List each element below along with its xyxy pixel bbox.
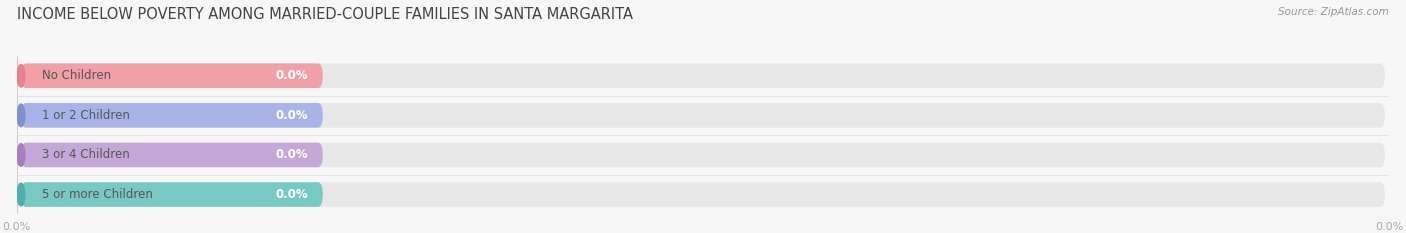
Text: Source: ZipAtlas.com: Source: ZipAtlas.com [1278,7,1389,17]
Text: 5 or more Children: 5 or more Children [42,188,152,201]
Circle shape [17,104,25,127]
Text: 0.0%: 0.0% [276,188,308,201]
Text: 1 or 2 Children: 1 or 2 Children [42,109,129,122]
FancyBboxPatch shape [21,103,323,128]
Text: 0.0%: 0.0% [276,69,308,82]
FancyBboxPatch shape [21,182,1385,207]
Text: 3 or 4 Children: 3 or 4 Children [42,148,129,161]
Text: No Children: No Children [42,69,111,82]
Circle shape [17,65,25,87]
Circle shape [17,183,25,206]
FancyBboxPatch shape [21,63,323,88]
FancyBboxPatch shape [21,103,1385,128]
Text: INCOME BELOW POVERTY AMONG MARRIED-COUPLE FAMILIES IN SANTA MARGARITA: INCOME BELOW POVERTY AMONG MARRIED-COUPL… [17,7,633,22]
FancyBboxPatch shape [21,63,1385,88]
Text: 0.0%: 0.0% [276,109,308,122]
FancyBboxPatch shape [21,182,323,207]
FancyBboxPatch shape [21,143,1385,167]
Circle shape [17,144,25,166]
FancyBboxPatch shape [21,143,323,167]
Text: 0.0%: 0.0% [276,148,308,161]
